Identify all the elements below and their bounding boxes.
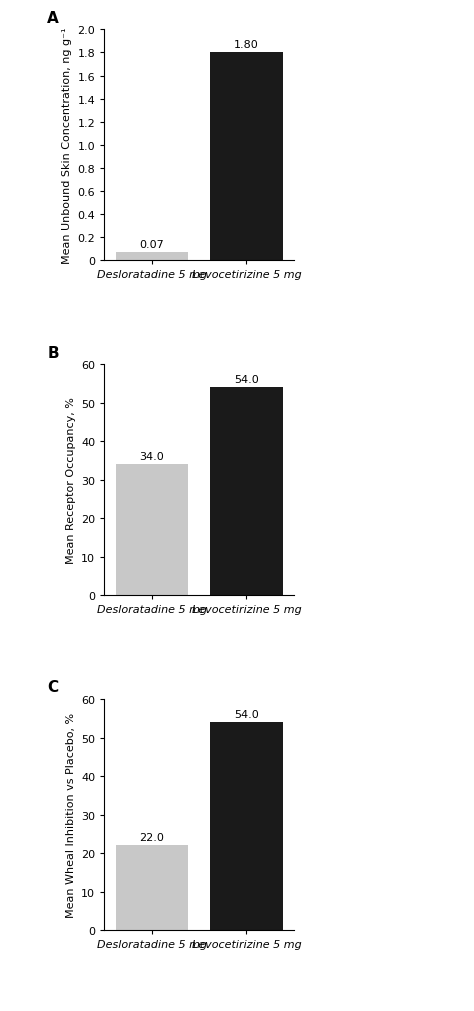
Text: 54.0: 54.0 (234, 374, 259, 384)
Bar (116, 465, 188, 595)
Text: 0.07: 0.07 (139, 240, 164, 250)
Bar (116, 253, 188, 261)
Bar (210, 723, 283, 930)
Text: 34.0: 34.0 (139, 451, 164, 461)
Y-axis label: Mean Unbound Skin Concentration, ng g⁻¹: Mean Unbound Skin Concentration, ng g⁻¹ (62, 27, 72, 264)
Y-axis label: Mean Receptor Occupancy, %: Mean Receptor Occupancy, % (65, 397, 75, 563)
Text: 1.80: 1.80 (234, 40, 259, 50)
Text: C: C (47, 679, 58, 695)
Text: 54.0: 54.0 (234, 709, 259, 719)
Y-axis label: Mean Wheal Inhibition vs Placebo, %: Mean Wheal Inhibition vs Placebo, % (65, 713, 75, 917)
Text: A: A (47, 11, 59, 25)
Text: 22.0: 22.0 (139, 832, 164, 842)
Bar (116, 845, 188, 930)
Bar (210, 54, 283, 261)
Text: B: B (47, 346, 59, 360)
Bar (210, 388, 283, 595)
